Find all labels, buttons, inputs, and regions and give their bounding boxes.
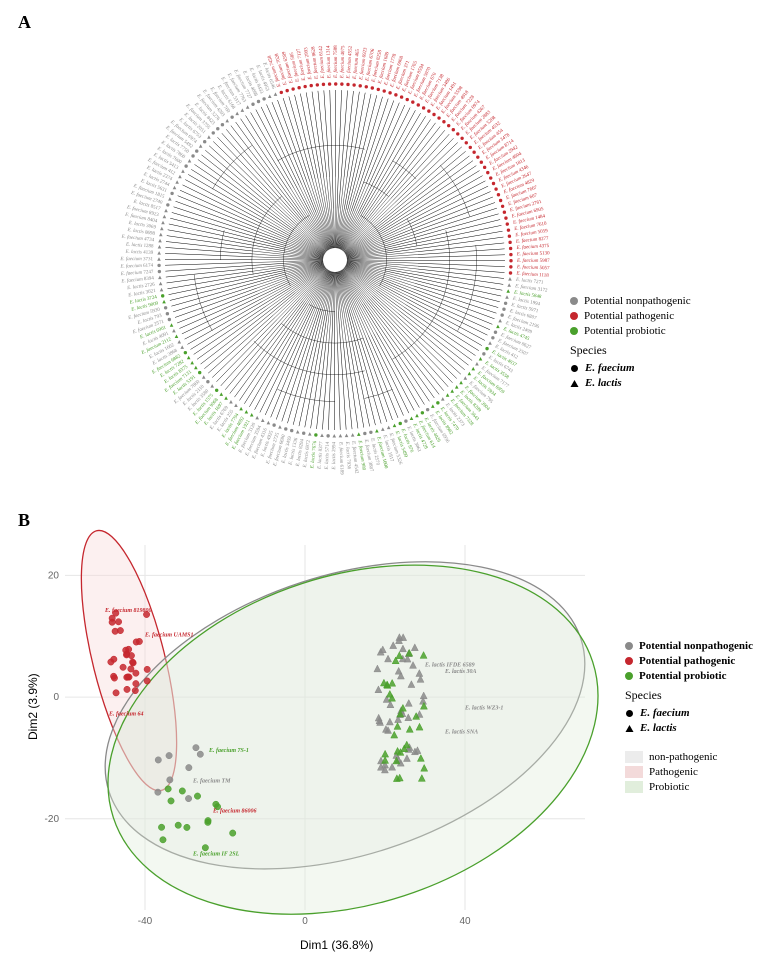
legend-dot: [570, 297, 578, 305]
legend-label: E. lactis: [640, 722, 677, 734]
legend-row: Potential pathogenic: [625, 655, 753, 667]
legend-row: E. faecium: [625, 707, 753, 719]
legend-row: Potential nonpathogenic: [570, 295, 691, 307]
legend-label: Probiotic: [649, 781, 689, 793]
svg-text:E. lactis WZ3-1: E. lactis WZ3-1: [464, 705, 503, 711]
legend-row: Potential nonpathogenic: [625, 640, 753, 652]
legend-swatch: [625, 766, 643, 778]
svg-text:E. faecium TM: E. faecium TM: [192, 778, 231, 784]
legend-row: E. lactis: [625, 722, 753, 734]
legend-label: E. lactis: [585, 377, 622, 389]
svg-text:0: 0: [53, 692, 59, 703]
svg-text:E. faecium UAMS1: E. faecium UAMS1: [144, 632, 194, 638]
legend-label: Potential pathogenic: [584, 310, 674, 322]
legend-label: Potential pathogenic: [639, 655, 735, 667]
svg-text:E. faecium 7S-1: E. faecium 7S-1: [208, 748, 249, 754]
panel-a-legend: Potential nonpathogenic Potential pathoge…: [570, 295, 691, 392]
svg-text:-20: -20: [45, 814, 60, 825]
svg-text:E. faecium 5987: E. faecium 5987: [516, 259, 550, 264]
legend-label: Potential nonpathogenic: [639, 640, 753, 652]
svg-text:E. faecium IF 2SL: E. faecium IF 2SL: [192, 851, 240, 857]
legend-dot: [570, 327, 578, 335]
legend-row: Potential pathogenic: [570, 310, 691, 322]
triangle-icon: [625, 724, 634, 733]
svg-text:E. lactis 2994: E. lactis 2994: [332, 441, 337, 470]
svg-text:E. faecium 4375: E. faecium 4375: [515, 244, 549, 251]
legend-row: Probiotic: [625, 781, 753, 793]
svg-text:E. faecium 819800: E. faecium 819800: [104, 608, 152, 614]
circle-icon: [570, 364, 579, 373]
svg-text:E. faecium 4075: E. faecium 4075: [340, 45, 346, 79]
svg-text:E. lactis 30A: E. lactis 30A: [444, 669, 477, 675]
legend-dot: [570, 312, 578, 320]
legend-label: E. faecium: [640, 707, 690, 719]
svg-text:E. faecium 3731: E. faecium 3731: [119, 257, 153, 262]
phylogenetic-tree: E. faecium 7458E. faecium 7028E. faecium…: [10, 10, 630, 500]
triangle-icon: [570, 379, 579, 388]
legend-dot: [625, 672, 633, 680]
x-axis-label: Dim1 (36.8%): [300, 938, 373, 952]
svg-text:-40: -40: [138, 916, 153, 927]
pca-plot: -40 0 40 -20 0 20 E. faecium 819800 E. faecium …: [20, 525, 620, 945]
svg-text:E. faecium 6174: E. faecium 6174: [119, 264, 153, 270]
svg-text:E. lactis 5714: E. lactis 5714: [325, 441, 331, 470]
svg-text:E. lactis SNA: E. lactis SNA: [444, 730, 478, 736]
legend-species-header: Species: [570, 343, 691, 358]
legend-label: Pathogenic: [649, 766, 698, 778]
legend-dot: [625, 642, 633, 650]
svg-text:40: 40: [459, 916, 471, 927]
legend-row: Potential probiotic: [570, 325, 691, 337]
svg-text:E. faecium 6189: E. faecium 6189: [337, 441, 343, 475]
svg-text:20: 20: [48, 570, 60, 581]
legend-dot: [625, 657, 633, 665]
svg-text:E. faecium 8142: E. faecium 8142: [319, 45, 326, 79]
svg-text:E. lactis IFDE 6589: E. lactis IFDE 6589: [424, 663, 475, 669]
svg-text:E. lactis 7936: E. lactis 7936: [344, 440, 351, 469]
svg-text:E. faecium 1314: E. faecium 1314: [327, 45, 333, 79]
legend-row: Potential probiotic: [625, 670, 753, 682]
legend-row: E. faecium: [570, 362, 691, 374]
legend-row: E. lactis: [570, 377, 691, 389]
legend-swatch: [625, 751, 643, 763]
legend-label: non-pathogenic: [649, 751, 717, 763]
svg-text:E. faecium 5130: E. faecium 5130: [516, 252, 550, 258]
svg-text:E. lactis 8377: E. lactis 8377: [318, 441, 325, 470]
legend-swatch: [625, 781, 643, 793]
svg-text:E. lactis 1288: E. lactis 1288: [125, 243, 154, 250]
panel-b-legend: Potential nonpathogenic Potential pathoge…: [625, 640, 753, 796]
svg-text:E. faecium 86006: E. faecium 86006: [212, 809, 257, 815]
legend-row: Pathogenic: [625, 766, 753, 778]
legend-label: Potential probiotic: [639, 670, 726, 682]
svg-text:E. faecium 7588: E. faecium 7588: [334, 45, 339, 79]
legend-label: Potential probiotic: [584, 325, 666, 337]
circle-icon: [625, 709, 634, 718]
legend-label: Potential nonpathogenic: [584, 295, 691, 307]
y-axis-label: Dim2 (3.9%): [26, 673, 40, 740]
svg-text:E. lactis 4139: E. lactis 4139: [124, 250, 153, 256]
legend-row: non-pathogenic: [625, 751, 753, 763]
svg-text:E. faecium 5057: E. faecium 5057: [516, 265, 550, 271]
svg-text:0: 0: [302, 916, 308, 927]
legend-species-header-b: Species: [625, 688, 753, 703]
svg-text:E. faecium 64: E. faecium 64: [108, 711, 144, 717]
legend-label: E. faecium: [585, 362, 635, 374]
